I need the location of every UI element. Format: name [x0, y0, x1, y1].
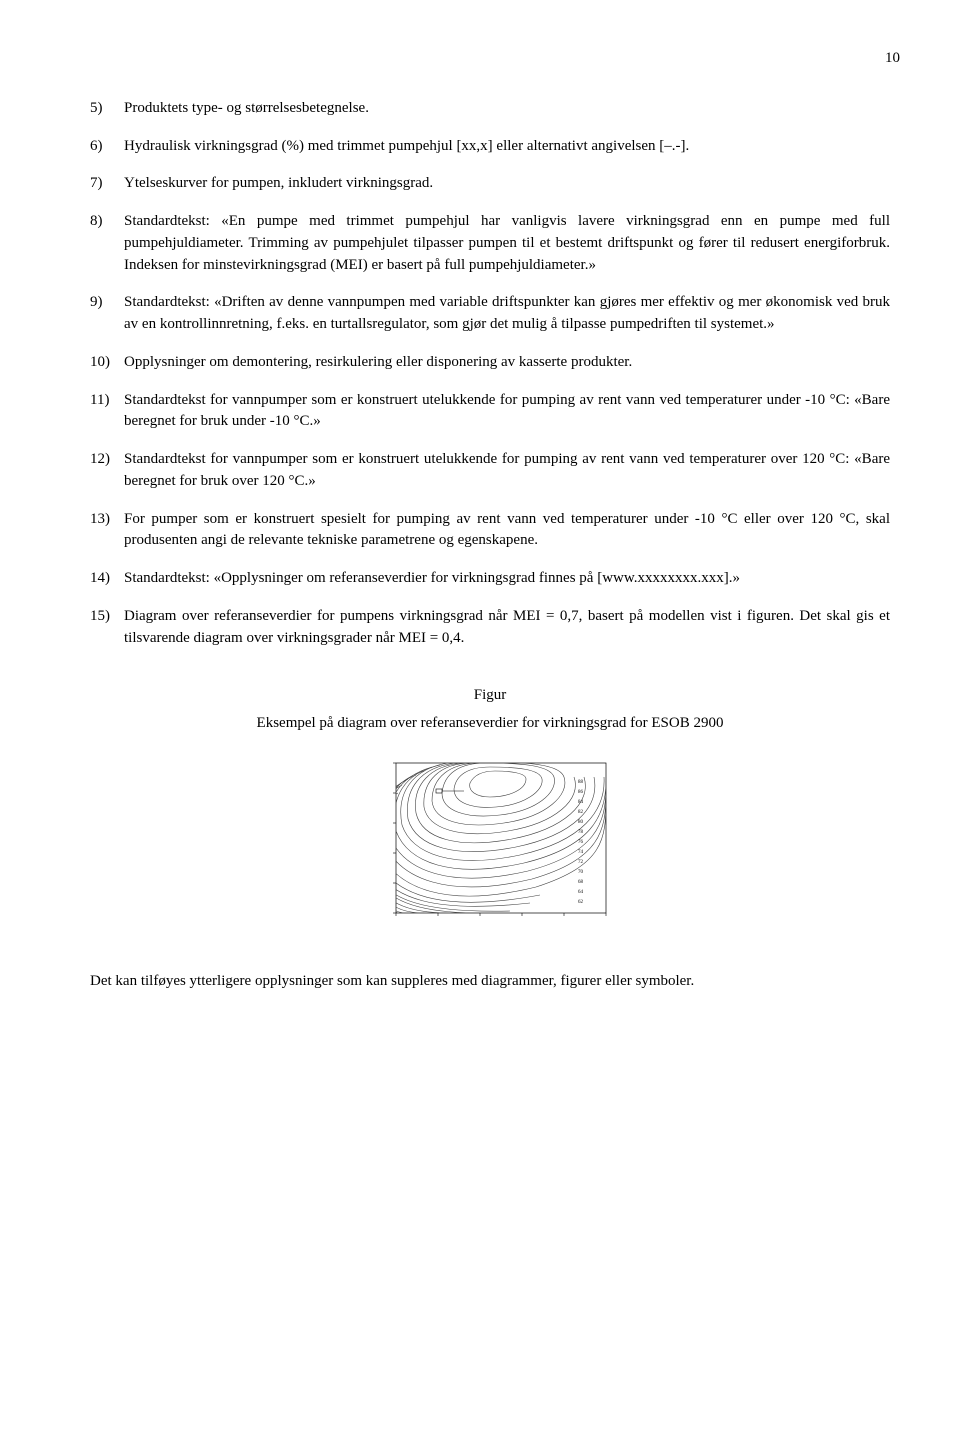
list-item: 6)Hydraulisk virkningsgrad (%) med trimm… — [90, 136, 890, 158]
list-item-text: Hydraulisk virkningsgrad (%) med trimmet… — [124, 136, 890, 158]
list-item-number: 7) — [90, 173, 124, 195]
list-item-text: Standardtekst for vannpumper som er kons… — [124, 390, 890, 434]
list-item-number: 11) — [90, 390, 124, 434]
svg-text:78: 78 — [578, 830, 584, 835]
list-item-number: 6) — [90, 136, 124, 158]
list-item-text: Standardtekst: «Driften av denne vannpum… — [124, 292, 890, 336]
list-item-number: 13) — [90, 509, 124, 553]
svg-text:88: 88 — [578, 780, 584, 785]
list-item-text: Standardtekst: «En pumpe med trimmet pum… — [124, 211, 890, 276]
page-number: 10 — [90, 48, 900, 70]
figure-subtitle: Eksempel på diagram over referanseverdie… — [90, 713, 890, 735]
list-item-text: Opplysninger om demontering, resirkuleri… — [124, 352, 890, 374]
list-item-number: 8) — [90, 211, 124, 276]
list-item: 8)Standardtekst: «En pumpe med trimmet p… — [90, 211, 890, 276]
list-item-text: Standardtekst for vannpumper som er kons… — [124, 449, 890, 493]
list-item-text: Produktets type- og størrelsesbetegnelse… — [124, 98, 890, 120]
contour-chart: 88 86 84 82 80 78 76 74 72 70 68 64 62 — [90, 749, 890, 947]
list-item-number: 14) — [90, 568, 124, 590]
list-item: 14)Standardtekst: «Opplysninger om refer… — [90, 568, 890, 590]
list-item-number: 10) — [90, 352, 124, 374]
svg-text:64: 64 — [578, 890, 584, 895]
list-item-text: Standardtekst: «Opplysninger om referans… — [124, 568, 890, 590]
svg-text:86: 86 — [578, 790, 584, 795]
svg-text:80: 80 — [578, 820, 584, 825]
list-item-number: 5) — [90, 98, 124, 120]
list-item-number: 9) — [90, 292, 124, 336]
list-item: 13)For pumper som er konstruert spesielt… — [90, 509, 890, 553]
list-item-text: For pumper som er konstruert spesielt fo… — [124, 509, 890, 553]
list-item: 7)Ytelseskurver for pumpen, inkludert vi… — [90, 173, 890, 195]
svg-text:70: 70 — [578, 870, 584, 875]
list-item: 12)Standardtekst for vannpumper som er k… — [90, 449, 890, 493]
list-item: 5)Produktets type- og størrelsesbetegnel… — [90, 98, 890, 120]
list-item: 15)Diagram over referanseverdier for pum… — [90, 606, 890, 650]
svg-text:76: 76 — [578, 840, 584, 845]
figure-title: Figur — [90, 685, 890, 707]
list-item-number: 15) — [90, 606, 124, 650]
svg-text:74: 74 — [578, 850, 584, 855]
svg-text:82: 82 — [578, 810, 584, 815]
svg-text:68: 68 — [578, 880, 584, 885]
svg-text:84: 84 — [578, 800, 584, 805]
footer-note: Det kan tilføyes ytterligere opplysninge… — [90, 971, 890, 993]
list-item: 10)Opplysninger om demontering, resirkul… — [90, 352, 890, 374]
list-item-number: 12) — [90, 449, 124, 493]
list-item: 11)Standardtekst for vannpumper som er k… — [90, 390, 890, 434]
list-item-text: Ytelseskurver for pumpen, inkludert virk… — [124, 173, 890, 195]
svg-text:62: 62 — [578, 900, 584, 905]
numbered-list: 5)Produktets type- og størrelsesbetegnel… — [90, 98, 890, 650]
svg-text:72: 72 — [578, 860, 584, 865]
list-item: 9)Standardtekst: «Driften av denne vannp… — [90, 292, 890, 336]
list-item-text: Diagram over referanseverdier for pumpen… — [124, 606, 890, 650]
